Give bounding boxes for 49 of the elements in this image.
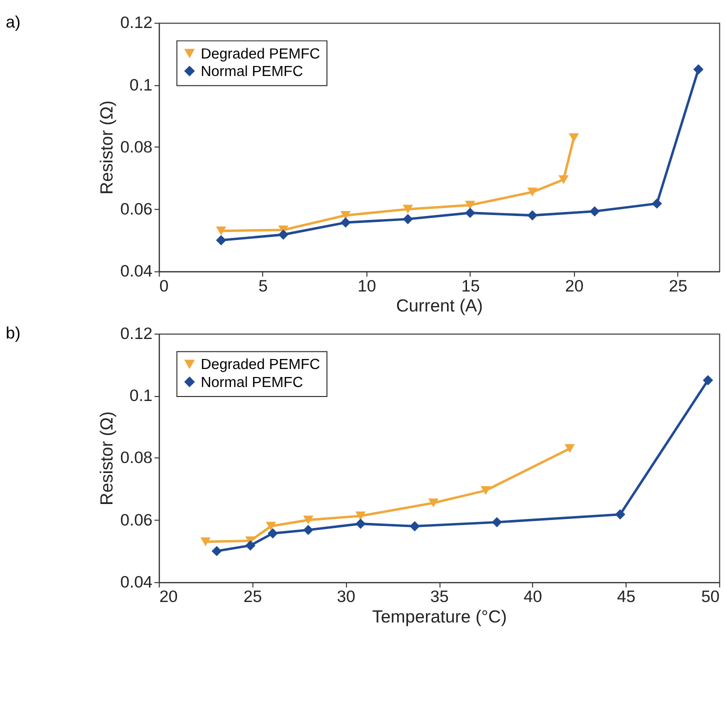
y-tick-label: 0.08 [120, 137, 153, 156]
text: a) [6, 12, 20, 32]
x-axis-title: Current (A) [396, 296, 483, 316]
point [465, 200, 476, 210]
point [340, 210, 351, 220]
y-tick-label: 0.1 [129, 386, 153, 406]
legend-label: Degraded PEMFC [200, 357, 320, 374]
point [527, 188, 538, 196]
y-tick-label: 0.06 [120, 510, 153, 530]
y-axis-title: Resistor (Ω) [96, 411, 116, 506]
x-axis-title: Temperature (°C) [372, 606, 507, 627]
x-tick-label: 20 [159, 587, 178, 606]
point [216, 226, 226, 236]
point [558, 175, 569, 184]
point [402, 204, 413, 214]
x-tick-label: 20 [565, 276, 584, 296]
point [340, 217, 351, 228]
y-tick-label: 0.04 [120, 262, 153, 281]
x-tick-label: 0 [159, 276, 169, 296]
point [465, 208, 476, 218]
y-axis-title: Resistor (Ω) [96, 100, 116, 194]
point [527, 210, 538, 220]
point [652, 198, 662, 209]
y-tick-label: 0.08 [120, 448, 153, 468]
y-tick-label: 0.1 [129, 75, 153, 94]
x-tick-label: 5 [258, 276, 268, 296]
x-tick-label: 25 [668, 276, 688, 296]
point [693, 64, 704, 74]
point [568, 133, 579, 142]
x-tick-label: 10 [358, 276, 376, 296]
point [590, 206, 600, 216]
x-tick-label: 15 [461, 276, 480, 296]
x-tick-label: 30 [336, 587, 356, 606]
legend-label: Normal PEMFC [200, 374, 304, 391]
point [216, 235, 226, 246]
text: b) [6, 324, 20, 343]
y-tick-label: 0.04 [120, 572, 153, 592]
y-tick-label: 0.12 [120, 13, 153, 32]
point [402, 214, 413, 224]
x-tick-label: 25 [244, 587, 262, 606]
x-tick-label: 50 [701, 587, 720, 606]
y-tick-label: 0.06 [120, 200, 153, 219]
y-tick-label: 0.12 [120, 324, 153, 343]
x-tick-label: 40 [524, 587, 542, 606]
x-tick-label: 45 [617, 587, 636, 606]
legend-label: Degraded PEMFC [200, 46, 320, 62]
x-tick-label: 35 [430, 587, 449, 606]
legend-label: Normal PEMFC [200, 64, 304, 80]
point [278, 230, 288, 240]
